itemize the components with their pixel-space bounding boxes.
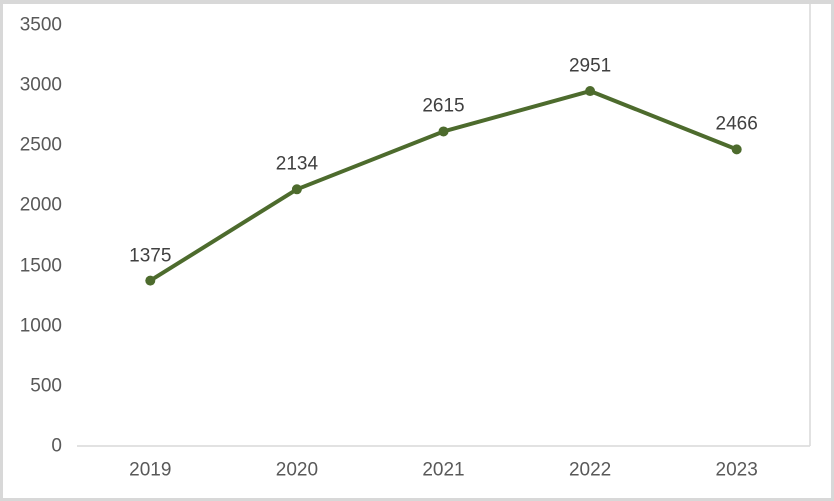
y-axis-tick-label: 2000 bbox=[19, 194, 62, 216]
data-point-marker bbox=[145, 275, 156, 286]
x-axis-tick-label: 2022 bbox=[568, 459, 612, 481]
x-axis-tick-label: 2020 bbox=[275, 459, 319, 481]
y-axis-tick-label: 0 bbox=[51, 435, 62, 457]
data-point-label: 1375 bbox=[129, 245, 172, 267]
data-point-label: 2951 bbox=[568, 55, 612, 77]
data-point-marker bbox=[731, 144, 742, 155]
data-point-marker bbox=[585, 86, 596, 97]
data-point-marker bbox=[438, 126, 449, 137]
y-axis-tick-label: 1500 bbox=[19, 255, 62, 277]
x-axis-tick-label: 2021 bbox=[422, 459, 465, 481]
y-axis-tick-label: 3500 bbox=[19, 14, 62, 36]
data-point-marker bbox=[291, 184, 302, 195]
data-point-label: 2466 bbox=[715, 113, 758, 135]
data-point-label: 2134 bbox=[275, 153, 319, 175]
series-line bbox=[148, 89, 739, 283]
x-axis-tick-label: 2019 bbox=[129, 459, 172, 481]
y-axis-tick-label: 500 bbox=[30, 375, 62, 397]
y-axis-tick-label: 2500 bbox=[19, 134, 62, 156]
y-axis-tick-label: 1000 bbox=[19, 315, 62, 337]
data-point-label: 2615 bbox=[422, 95, 465, 117]
y-axis-tick-label: 3000 bbox=[19, 74, 62, 96]
x-axis-tick-label: 2023 bbox=[715, 459, 758, 481]
